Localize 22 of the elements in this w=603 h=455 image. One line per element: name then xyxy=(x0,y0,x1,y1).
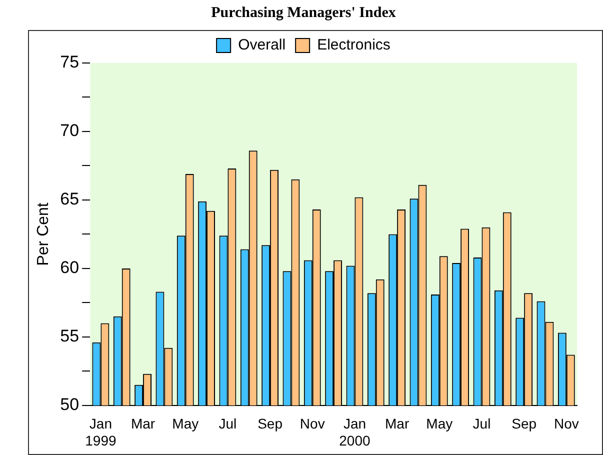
x-tick-label: Sep xyxy=(512,416,537,432)
x-tick-label: Nov xyxy=(554,416,579,432)
chart-title: Purchasing Managers' Index xyxy=(211,4,396,21)
legend-label: Electronics xyxy=(317,36,390,54)
x-tick-label: May xyxy=(426,416,453,432)
y-axis-title: Per Cent xyxy=(35,202,52,266)
y-tick-label: 60 xyxy=(60,258,80,278)
x-tick-label: Sep xyxy=(258,416,283,432)
x-tick-label: Mar xyxy=(130,416,156,432)
legend-label: Overall xyxy=(238,36,286,54)
x-tick-label: May xyxy=(172,416,199,432)
y-tick-label: 75 xyxy=(60,52,80,72)
x-tick-label: Nov xyxy=(300,416,325,432)
x-tick-label: Jan 1999 xyxy=(85,416,116,448)
x-tick-label: Mar xyxy=(385,416,410,432)
y-tick-label: 65 xyxy=(60,190,80,209)
y-tick-label: 50 xyxy=(60,395,80,414)
x-tick-label: Jul xyxy=(218,416,237,432)
x-tick-label: Jul xyxy=(472,416,491,432)
y-tick-label: 70 xyxy=(60,121,80,140)
y-tick-label: 55 xyxy=(60,326,80,346)
x-tick-label: Jan 2000 xyxy=(339,416,371,448)
